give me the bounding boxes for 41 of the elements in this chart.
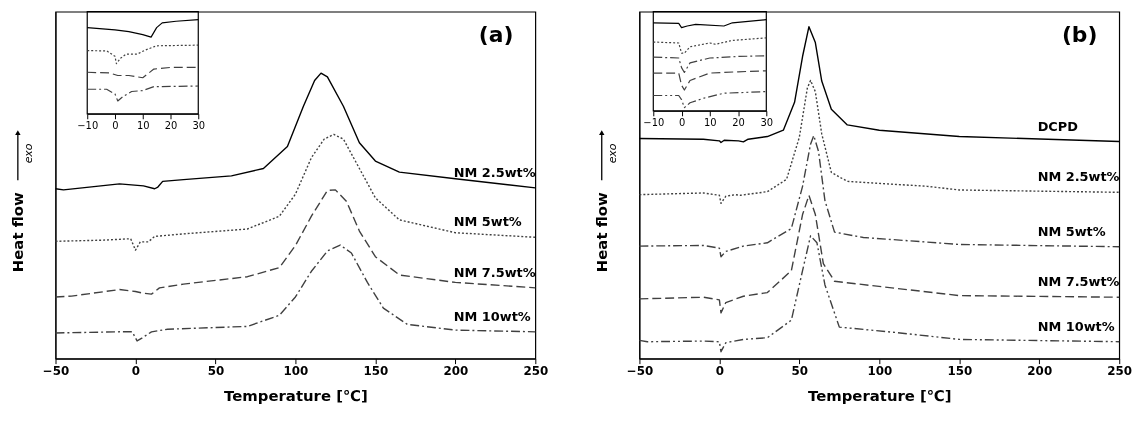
- series-label: NM 10wt%: [1037, 318, 1115, 334]
- x-tick-label: 30: [192, 120, 206, 132]
- x-tick-label: 150: [363, 364, 389, 379]
- x-tick-label: 20: [732, 117, 745, 129]
- series-label: NM 7.5wt%: [1037, 274, 1120, 290]
- text: exo: [21, 143, 35, 164]
- x-tick-label: 250: [1107, 364, 1133, 379]
- x-axis-title: Temperature [℃]: [808, 386, 952, 405]
- x-tick-label: −10: [77, 120, 99, 132]
- x-tick-label: 50: [791, 364, 809, 379]
- annotation: (b): [1061, 22, 1098, 48]
- x-tick-label: 0: [678, 117, 686, 129]
- x-tick-label: 10: [136, 120, 150, 132]
- text: (a): [478, 22, 514, 48]
- x-tick-label: 10: [703, 117, 717, 129]
- x-tick-label: 0: [131, 364, 141, 379]
- series-label: NM 2.5wt%: [453, 164, 536, 180]
- text: exo: [605, 143, 619, 164]
- series-label: NM 7.5wt%: [453, 264, 536, 280]
- x-tick-label: 50: [207, 364, 225, 379]
- x-axis-title: Temperature [℃]: [224, 386, 368, 405]
- series-label: NM 2.5wt%: [1037, 169, 1120, 185]
- x-tick-label: 100: [283, 364, 309, 379]
- x-tick-label: 200: [443, 364, 469, 379]
- series-label: NM 5wt%: [1037, 223, 1106, 239]
- x-tick-label: 0: [112, 120, 119, 132]
- x-tick-label: −50: [626, 364, 654, 379]
- x-tick-label: −10: [643, 117, 665, 129]
- series-label: NM 5wt%: [453, 214, 522, 230]
- x-tick-label: 20: [164, 120, 178, 132]
- x-tick-label: 100: [867, 364, 893, 379]
- y-axis-title: Heat flow: [9, 192, 28, 273]
- x-tick-label: 30: [760, 117, 774, 129]
- x-tick-label: 250: [523, 364, 549, 379]
- series-label: DCPD: [1037, 118, 1079, 134]
- x-tick-label: 0: [715, 364, 725, 379]
- y-axis-title: Heat flow: [593, 192, 612, 273]
- x-tick-label: −50: [42, 364, 70, 379]
- x-tick-label: 200: [1027, 364, 1053, 379]
- x-tick-label: 150: [947, 364, 973, 379]
- series-label: NM 10wt%: [453, 308, 531, 324]
